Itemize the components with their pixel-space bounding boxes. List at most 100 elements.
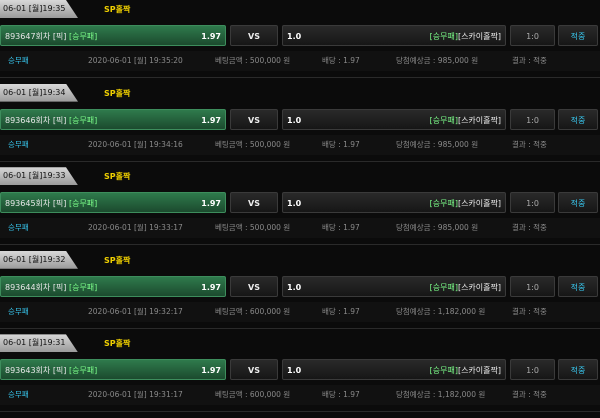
score: 1:0 — [510, 25, 555, 46]
info-row: 승무패 2020-06-01 [월] 19:33:17 베팅금액 : 500,000… — [0, 218, 600, 239]
pick-label: [픽] — [52, 115, 67, 125]
outcome: 결과 : 적중 — [512, 223, 547, 233]
odds: 1.97 — [201, 199, 221, 209]
dividend: 배당 : 1.97 — [322, 56, 360, 65]
date-tab: 06-01 [월]19:34 — [0, 83, 78, 102]
main-box: 1.0 [승무패][스카이홀짝] — [282, 108, 506, 131]
option: [스카이홀짝] — [457, 366, 501, 376]
game-name: SP홀짝 — [104, 339, 131, 349]
dividend: 배당 : 1.97 — [322, 223, 360, 233]
score: 1:0 — [510, 192, 555, 214]
date-tab: 06-01 [월]19:31 — [0, 334, 78, 353]
handicap: 1.0 — [287, 282, 302, 292]
expected-win: 당첨예상금 : 985,000 원 — [396, 56, 479, 65]
separator — [0, 244, 600, 246]
option: [스카이홀짝] — [457, 115, 501, 125]
result: 적중 — [558, 192, 598, 214]
info-row: 승무패 2020-06-01 [월] 19:32:17 베팅금액 : 600,000… — [0, 301, 600, 322]
bet-amount: 베팅금액 : 500,000 원 — [215, 56, 291, 65]
pick-box: 893644회차 [픽] [승무패] 1.97 — [0, 275, 226, 297]
pick-box: 893643회차 [픽] [승무패] 1.97 — [0, 359, 226, 381]
bet-block: 06-01 [월]19:32 SP홀짝 893644회차 [픽] [승무패] 1.97… — [0, 250, 600, 335]
outcome: 결과 : 적중 — [512, 139, 547, 149]
dividend: 배당 : 1.97 — [322, 139, 360, 149]
expected-win: 당첨예상금 : 1,182,000 원 — [396, 390, 486, 400]
pick-market: [승무패] — [68, 366, 98, 376]
bet-block: 06-01 [월]19:31 SP홀짝 893643회차 [픽] [승무패] 1.97… — [0, 334, 600, 418]
expected-win: 당첨예상금 : 985,000 원 — [396, 139, 479, 149]
main-box: 1.0 [승무패][스카이홀짝] — [282, 359, 506, 381]
odds: 1.97 — [201, 366, 221, 376]
pick-box: 893646회차 [픽] [승무패] 1.97 — [0, 108, 226, 130]
pick-box: 893645회차 [픽] [승무패] 1.97 — [0, 192, 226, 214]
pick-box: 893647회차 [픽] [승무패] 1.97 — [0, 25, 226, 46]
pick-market: [승무패] — [68, 32, 98, 41]
dividend: 배당 : 1.97 — [322, 306, 360, 316]
separator — [0, 77, 600, 78]
market: [승무패] — [429, 282, 458, 292]
date-tab: 06-01 [월]19:32 — [0, 250, 78, 269]
result: 적중 — [558, 25, 598, 46]
result: 적중 — [558, 275, 598, 297]
info-row: 승무패 2020-06-01 [월] 19:34:16 베팅금액 : 500,000… — [0, 134, 600, 155]
vs: VS — [230, 275, 278, 297]
info-row: 승무패 2020-06-01 [월] 19:31:17 베팅금액 : 600,000… — [0, 385, 600, 406]
datetime: 2020-06-01 [월] 19:33:17 — [88, 223, 183, 233]
expected-win: 당첨예상금 : 985,000 원 — [396, 223, 479, 233]
round: 893646회차 — [5, 115, 51, 125]
market: [승무패] — [429, 32, 458, 41]
pick-label: [픽] — [52, 366, 67, 376]
bet-amount: 베팅금액 : 600,000 원 — [215, 390, 291, 400]
category: 승무패 — [8, 56, 29, 65]
info-row: 승무패 2020-06-01 [월] 19:35:20 베팅금액 : 500,000… — [0, 51, 600, 71]
vs: VS — [230, 192, 278, 214]
vs: VS — [230, 25, 278, 46]
handicap: 1.0 — [287, 366, 302, 376]
expected-win: 당첨예상금 : 1,182,000 원 — [396, 306, 486, 316]
round: 893645회차 — [5, 199, 51, 209]
round: 893647회차 — [5, 32, 51, 41]
option: [스카이홀짝] — [457, 282, 501, 292]
score: 1:0 — [510, 359, 555, 381]
category: 승무패 — [8, 306, 29, 316]
odds: 1.97 — [201, 115, 221, 125]
market: [승무패] — [429, 199, 458, 209]
pick-market: [승무패] — [68, 115, 98, 125]
separator — [0, 327, 600, 329]
pick-market: [승무패] — [68, 199, 98, 209]
result: 적중 — [558, 108, 598, 130]
result: 적중 — [558, 359, 598, 381]
datetime: 2020-06-01 [월] 19:32:17 — [88, 306, 183, 316]
category: 승무패 — [8, 390, 29, 400]
separator — [0, 411, 600, 413]
market-option: [승무패][스카이홀짝] — [430, 360, 501, 381]
vs: VS — [230, 108, 278, 130]
market-option: [승무패][스카이홀짝] — [430, 110, 501, 131]
outcome: 결과 : 적중 — [512, 390, 547, 400]
separator — [0, 160, 600, 162]
bet-amount: 베팅금액 : 600,000 원 — [215, 306, 291, 316]
outcome: 결과 : 적중 — [512, 56, 547, 65]
game-name: SP홀짝 — [104, 255, 131, 265]
bet-amount: 베팅금액 : 500,000 원 — [215, 223, 291, 233]
main-box: 1.0 [승무패][스카이홀짝] — [282, 192, 506, 214]
market: [승무패] — [429, 115, 458, 125]
handicap: 1.0 — [287, 199, 302, 209]
market-option: [승무패][스카이홀짝] — [430, 277, 501, 298]
odds: 1.97 — [201, 32, 221, 41]
outcome: 결과 : 적중 — [512, 306, 547, 316]
bet-block: 06-01 [월]19:35 SP홀짝 893647회차 [픽] [승무패] 1.97… — [0, 0, 600, 84]
pick-market: [승무패] — [68, 282, 98, 292]
game-name: SP홀짝 — [104, 5, 131, 14]
handicap: 1.0 — [287, 32, 302, 41]
round: 893644회차 — [5, 282, 51, 292]
round: 893643회차 — [5, 366, 51, 376]
option: [스카이홀짝] — [457, 32, 501, 41]
category: 승무패 — [8, 223, 29, 233]
datetime: 2020-06-01 [월] 19:34:16 — [88, 139, 183, 149]
bet-amount: 베팅금액 : 500,000 원 — [215, 139, 291, 149]
date-tab: 06-01 [월]19:33 — [0, 167, 78, 186]
datetime: 2020-06-01 [월] 19:35:20 — [88, 56, 183, 65]
